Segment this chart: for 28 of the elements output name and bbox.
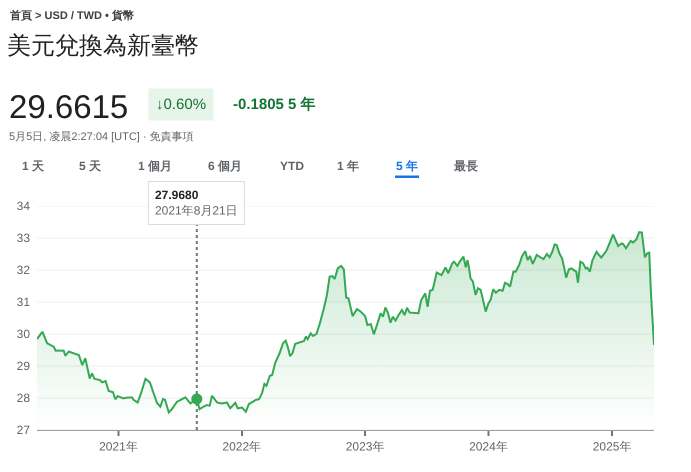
text: 首頁 > USD / TWD • 貨幣 [9, 9, 134, 22]
x-tick-label: 2024年 [469, 439, 508, 454]
text: 1 天 [22, 159, 46, 173]
x-tick-label: 2022年 [222, 439, 262, 454]
text: YTD [280, 159, 304, 173]
text: 5 天 [79, 159, 102, 173]
text: 1 年 [337, 159, 360, 173]
y-tick-label: 30 [16, 327, 30, 342]
text: 5 年 [396, 159, 418, 173]
y-tick-label: 32 [16, 263, 30, 278]
y-tick-label: 33 [16, 231, 30, 246]
text: ↓0.60% [156, 96, 206, 113]
text: -0.1805 5 年 [233, 96, 316, 113]
ref-line-label: 27.9680 2021年8月21日 [155, 188, 238, 218]
y-tick-label: 27 [16, 423, 30, 438]
text: 29.6615 [9, 88, 128, 125]
y-tick-label: 29 [16, 359, 30, 374]
y-tick-label: 31 [16, 295, 30, 310]
chart-title: 美元兌換為新臺幣 [7, 32, 199, 60]
text: 1 個月 [138, 159, 172, 173]
x-tick-label: 2025年 [592, 439, 632, 454]
text: 6 個月 [208, 159, 242, 173]
text: 最長 [453, 159, 478, 173]
y-tick-label: 34 [16, 199, 30, 214]
text: 5月5日, 凌晨2:27:04 [UTC] · 免責事項 [9, 130, 194, 143]
y-tick-label: 28 [16, 391, 30, 406]
x-tick-label: 2023年 [346, 439, 384, 454]
x-tick-label: 2021年 [99, 439, 138, 454]
